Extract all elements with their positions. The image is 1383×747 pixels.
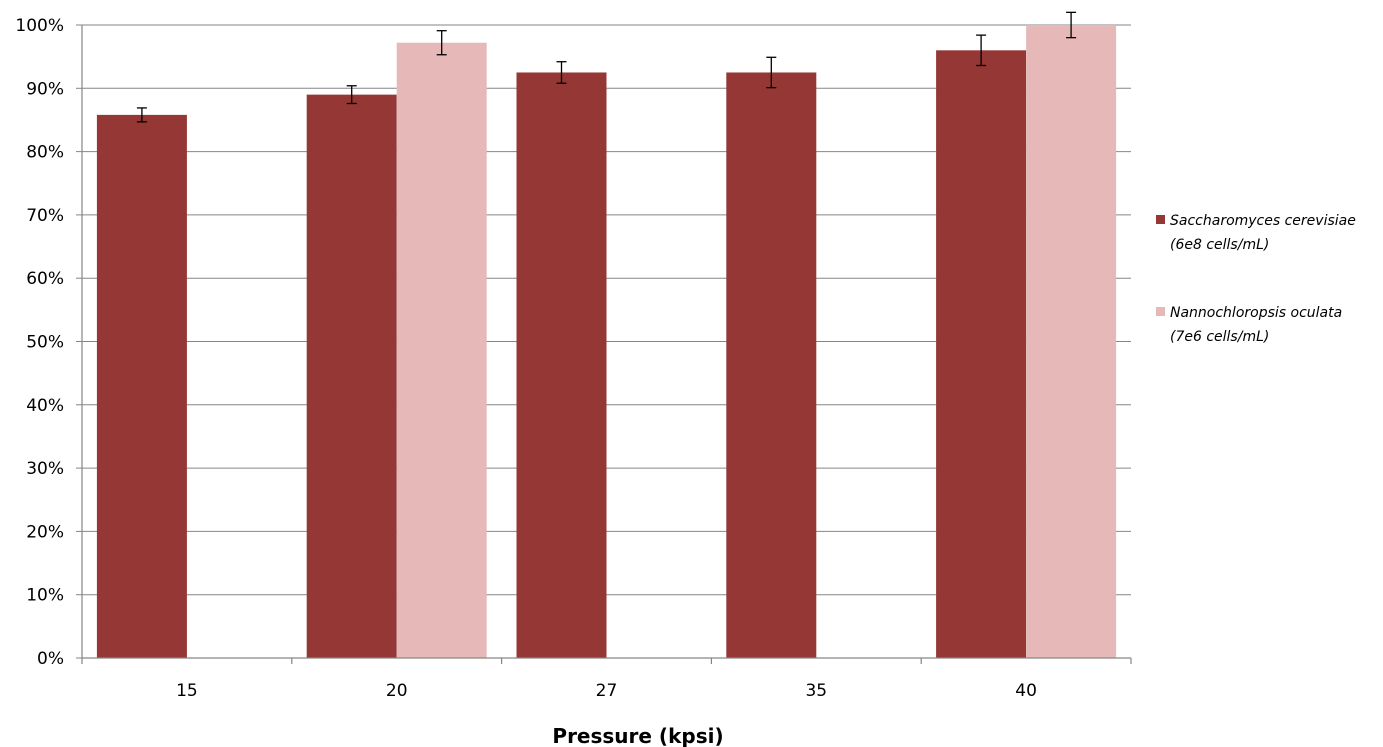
y-tick-label: 10% [26, 586, 64, 606]
y-tick-label: 90% [26, 79, 64, 99]
error-bars [136, 11, 1077, 123]
x-tick-label: 15 [176, 681, 198, 701]
bar [726, 72, 817, 659]
x-tick-label: 20 [386, 681, 408, 701]
x-tick-labels: 15 20 27 35 40 [176, 681, 1037, 701]
x-tick-label: 35 [805, 681, 827, 701]
legend: Saccharomyces cerevisiae (6e8 cells/mL) Na… [1156, 213, 1356, 345]
legend-label: Saccharomyces cerevisiae [1170, 213, 1356, 229]
y-tick-labels: 0% 10% 20% 30% 40% 50% 60% 70% 80% 90% 100% [15, 16, 64, 669]
bars [96, 25, 1117, 659]
y-tick-label: 60% [26, 269, 64, 289]
bar [306, 94, 397, 658]
x-axis-title: Pressure (kpsi) [552, 724, 723, 747]
legend-item: Nannochloropsis oculata (7e6 cells/mL) [1156, 305, 1342, 345]
y-tick-label: 20% [26, 522, 64, 542]
legend-swatch [1156, 215, 1165, 224]
y-tick-label: 0% [37, 649, 64, 669]
legend-swatch [1156, 307, 1165, 316]
x-tick-label: 27 [596, 681, 618, 701]
x-tick-label: 40 [1015, 681, 1037, 701]
bar [516, 72, 607, 659]
legend-label: (6e8 cells/mL) [1170, 237, 1269, 253]
y-tick-label: 30% [26, 459, 64, 479]
axes [81, 25, 1132, 664]
legend-label: (7e6 cells/mL) [1170, 329, 1269, 345]
bar [96, 114, 187, 659]
bar [936, 50, 1027, 658]
bar [396, 42, 487, 658]
y-tick-label: 100% [15, 16, 64, 36]
legend-item: Saccharomyces cerevisiae (6e8 cells/mL) [1156, 213, 1356, 253]
y-tick-label: 50% [26, 333, 64, 353]
bar [1026, 25, 1117, 658]
y-tick-label: 80% [26, 143, 64, 163]
y-tick-label: 70% [26, 206, 64, 226]
legend-label: Nannochloropsis oculata [1170, 305, 1342, 321]
y-tick-label: 40% [26, 396, 64, 416]
